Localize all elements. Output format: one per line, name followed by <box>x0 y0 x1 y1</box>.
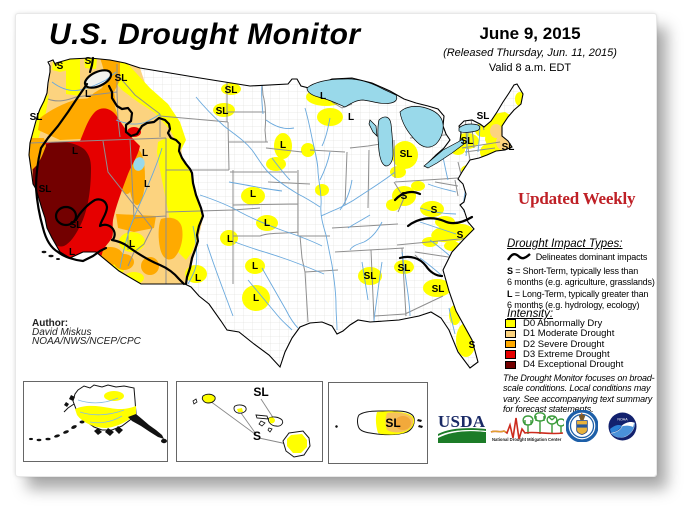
svg-text:SL: SL <box>39 184 52 195</box>
svg-text:SL: SL <box>70 220 83 231</box>
svg-text:SL: SL <box>398 263 411 274</box>
svg-text:SL: SL <box>400 149 413 160</box>
svg-text:L: L <box>129 239 135 250</box>
svg-text:SL: SL <box>432 284 445 295</box>
svg-text:SL: SL <box>225 85 238 96</box>
svg-text:L: L <box>320 91 326 102</box>
svg-text:L: L <box>85 89 91 100</box>
svg-text:L: L <box>227 234 233 245</box>
svg-text:SL: SL <box>477 111 490 122</box>
svg-text:L: L <box>348 112 354 123</box>
svg-text:S: S <box>401 191 408 202</box>
svg-text:L: L <box>280 140 286 151</box>
svg-text:L: L <box>144 179 150 190</box>
svg-text:L: L <box>72 146 78 157</box>
svg-text:L: L <box>250 189 256 200</box>
svg-text:S: S <box>253 429 261 443</box>
svg-text:SL: SL <box>30 112 43 123</box>
svg-text:SL: SL <box>461 136 474 147</box>
svg-text:S: S <box>57 61 64 72</box>
svg-text:L: L <box>264 218 270 229</box>
svg-text:L: L <box>142 148 148 159</box>
svg-text:SL: SL <box>253 385 268 399</box>
svg-text:SL: SL <box>115 73 128 84</box>
svg-text:S: S <box>431 205 438 216</box>
svg-text:S: S <box>85 56 92 67</box>
svg-text:USDA: USDA <box>438 412 486 431</box>
svg-text:S: S <box>457 230 464 241</box>
svg-text:L: L <box>195 273 201 284</box>
svg-text:L: L <box>253 293 259 304</box>
svg-text:SL: SL <box>216 106 229 117</box>
svg-text:SL: SL <box>385 416 400 430</box>
svg-text:L: L <box>69 247 75 258</box>
svg-text:National Drought Mitigation: National Drought Mitigation Center <box>492 437 562 442</box>
svg-text:SL: SL <box>364 271 377 282</box>
svg-text:S: S <box>469 340 476 351</box>
svg-text:NOAA: NOAA <box>617 417 628 421</box>
svg-text:SL: SL <box>502 142 515 153</box>
svg-text:L: L <box>252 261 258 272</box>
